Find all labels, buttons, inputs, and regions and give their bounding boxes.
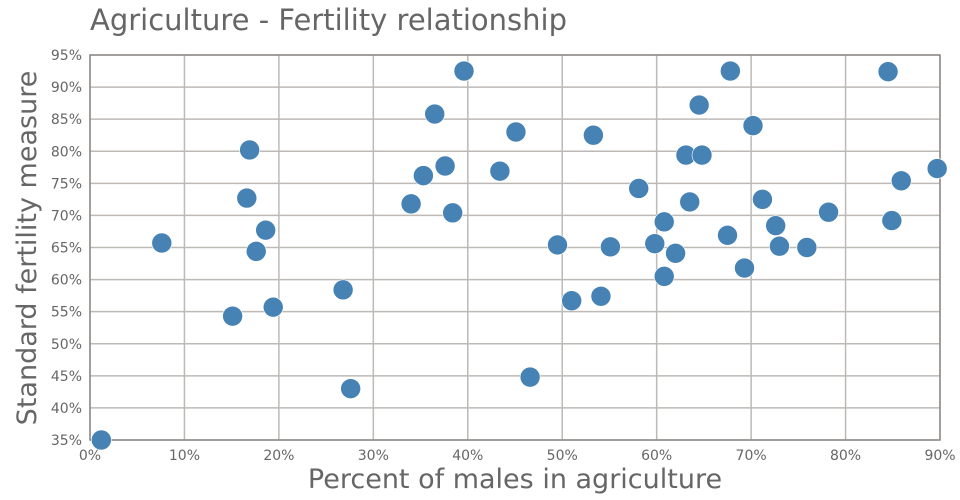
y-tick-label: 75% [51,176,82,192]
data-point [547,234,568,256]
data-point [644,233,666,254]
data-point [720,60,741,82]
data-point [717,225,738,246]
x-axis-title: Percent of males in agriculture [308,464,722,495]
y-tick-label: 80% [51,144,82,160]
data-point [881,210,903,231]
data-point [236,187,258,209]
data-point [489,160,511,182]
data-point [818,201,839,223]
data-point [222,305,243,327]
x-tick-label: 90% [924,448,955,464]
data-point [734,257,755,279]
data-point [245,241,267,262]
data-point [877,61,899,82]
x-tick-label: 10% [169,448,200,464]
y-tick-label: 85% [51,112,82,128]
plot-area [89,54,941,441]
x-tick-label: 50% [547,448,578,464]
data-point [665,242,686,264]
data-point [628,178,650,199]
y-tick-label: 65% [51,241,82,257]
data-point [653,266,675,287]
data-point [239,139,260,161]
data-point [600,236,621,258]
data-point [765,215,786,236]
data-point [679,191,701,213]
data-point [434,155,456,177]
y-tick-label: 55% [51,305,82,321]
x-tick-label: 20% [263,448,294,464]
y-tick-label: 60% [51,273,82,289]
data-point [688,94,710,116]
data-point [255,219,276,241]
x-tick-label: 80% [830,448,861,464]
data-point [653,211,675,233]
y-tick-label: 35% [51,433,82,449]
chart-title: Agriculture - Fertility relationship [90,3,567,37]
data-point [583,124,604,146]
data-point [340,378,361,399]
data-point [590,285,612,307]
y-tick-label: 95% [51,48,82,64]
x-tick-label: 40% [452,448,483,464]
data-point [453,60,475,82]
data-points [91,60,948,451]
data-point [742,115,764,136]
data-point [519,366,541,388]
data-point [400,193,422,215]
data-point [332,279,354,301]
data-point [262,296,284,318]
y-axis-ticks: 35% 40% 45% 50% 55% 60% 65% 70% 75% 80% 85% 90% 95% [51,48,82,449]
data-point [769,235,790,257]
data-point [561,290,582,312]
data-point [151,232,173,254]
data-point [890,170,912,192]
data-point [91,429,112,451]
x-tick-label: 60% [641,448,672,464]
data-point [505,121,527,143]
x-axis-ticks: 0% 10% 20% 30% 40% 50% 60% 70% 80% 90% [79,448,956,464]
data-point [424,103,446,125]
y-tick-label: 70% [51,208,82,224]
data-point [752,189,773,210]
x-tick-label: 30% [358,448,389,464]
data-point [413,165,434,186]
data-point [442,202,463,224]
y-tick-label: 40% [51,401,82,417]
x-tick-label: 70% [736,448,767,464]
y-tick-label: 50% [51,337,82,353]
data-point [926,158,948,179]
data-point [796,237,818,258]
data-point [691,144,713,166]
y-tick-label: 90% [51,80,82,96]
y-tick-label: 45% [51,369,82,385]
x-tick-label: 0% [79,448,101,464]
y-axis-title: Standard fertility measure [12,71,43,426]
